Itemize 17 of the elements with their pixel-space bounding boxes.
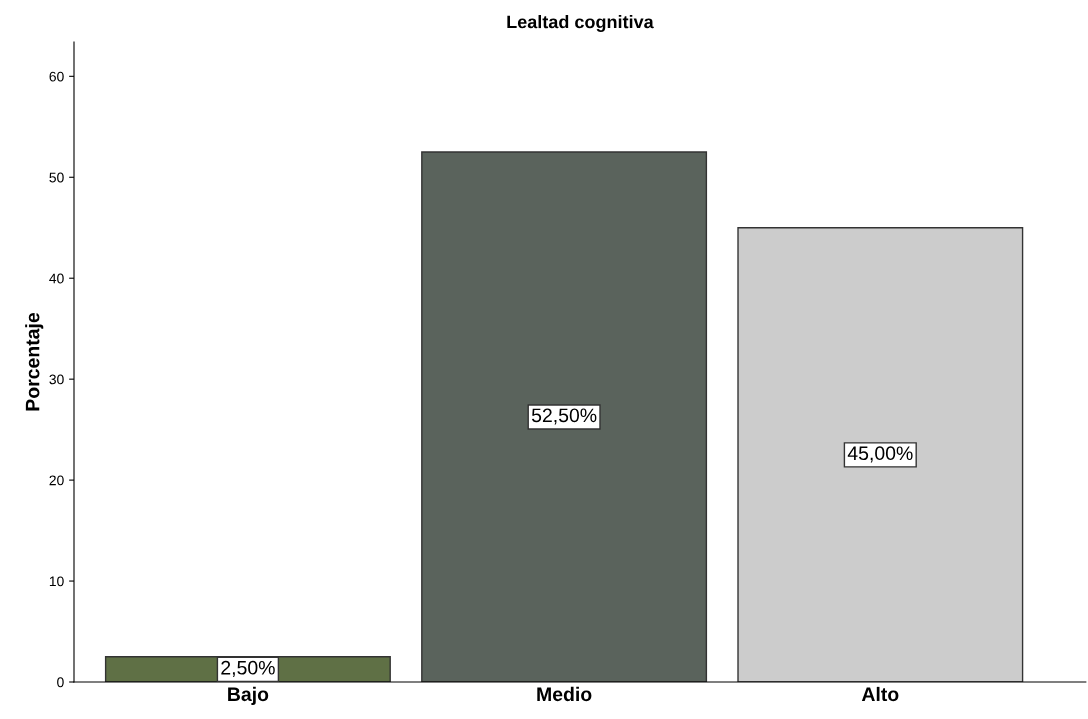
y-tick-label: 10 — [49, 576, 64, 587]
y-tick-label: 0 — [57, 677, 64, 688]
data-label: 2,50% — [221, 660, 275, 677]
x-tick-label: Alto — [861, 686, 899, 702]
data-label: 45,00% — [847, 446, 913, 463]
y-tick-label: 50 — [49, 172, 64, 183]
data-label: 52,50% — [531, 408, 597, 425]
y-axis-title: Porcentaje — [25, 312, 44, 411]
x-tick-label: Medio — [537, 686, 592, 702]
y-tick-label: 20 — [49, 475, 64, 486]
y-tick-label: 40 — [49, 273, 64, 284]
bar — [421, 151, 708, 682]
y-tick-label: 30 — [49, 374, 64, 385]
bar — [737, 227, 1024, 682]
x-tick-label: Bajo — [228, 686, 269, 705]
chart-title: Lealtad cognitiva — [507, 15, 654, 32]
y-tick-label: 60 — [49, 71, 64, 82]
